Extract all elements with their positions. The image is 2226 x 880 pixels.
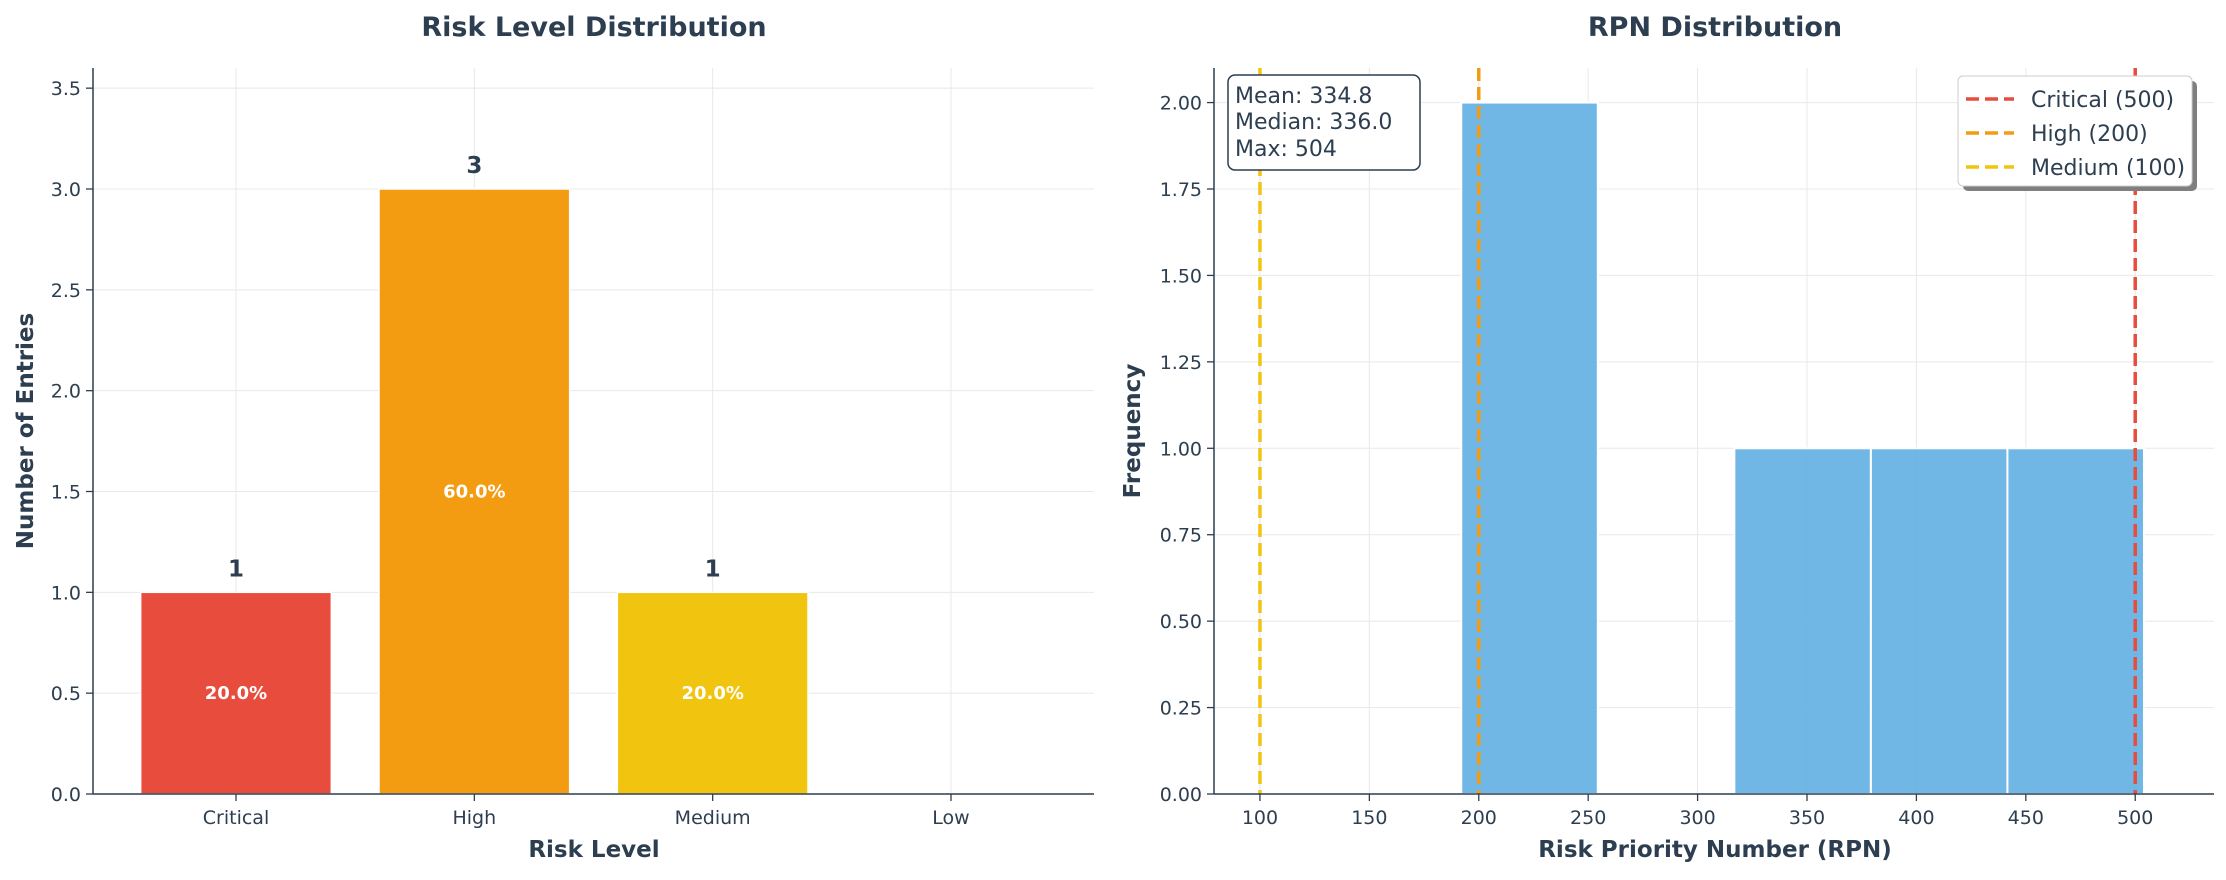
histogram-bin-0	[1460, 101, 1599, 796]
left-chart-title: Risk Level Distribution	[421, 12, 766, 43]
right-chart-title: RPN Distribution	[1588, 12, 1842, 43]
right-xtick-label-1: 150	[1351, 807, 1387, 829]
right-ytick-label-4: 1.00	[1160, 438, 1202, 460]
rpn-distribution-chart: RPN Distribution 0.00 0.25 0.50 0.75 1.00 1.2…	[1120, 12, 2214, 863]
legend-items: Critical (500) High (200) Medium (100)	[1966, 88, 2185, 181]
right-y-ticks: 0.00 0.25 0.50 0.75 1.00 1.25 1.50 1.75 2.00	[1160, 93, 1214, 806]
right-ytick-label-5: 1.25	[1160, 352, 1202, 374]
left-ytick-label-1: 0.5	[51, 683, 81, 705]
right-ytick-label-6: 1.50	[1160, 265, 1202, 287]
left-ytick-label-4: 2.0	[51, 381, 81, 403]
left-ytick-label-2: 1.0	[51, 582, 81, 604]
left-ytick-label-5: 2.5	[51, 280, 81, 302]
left-xtick-label-critical: Critical	[203, 807, 269, 829]
stats-median: Median: 336.0	[1235, 110, 1392, 135]
bar-value-label-medium: 1	[705, 556, 721, 582]
right-xtick-label-2: 200	[1461, 807, 1497, 829]
left-bars: 1 20.0% 3 60.0% 1 20.0%	[139, 153, 809, 795]
right-ytick-label-7: 1.75	[1160, 179, 1202, 201]
right-xtick-label-5: 350	[1789, 807, 1825, 829]
stats-max: Max: 504	[1235, 137, 1337, 162]
right-xtick-label-7: 450	[2008, 807, 2044, 829]
histogram-bin-2	[1733, 447, 1872, 795]
legend-frame	[1957, 75, 2193, 187]
right-xtick-label-8: 500	[2117, 807, 2153, 829]
left-xtick-label-high: High	[452, 807, 496, 829]
left-ytick-label-3: 1.5	[51, 482, 81, 504]
legend-label-0: Critical (500)	[2031, 88, 2174, 113]
right-ytick-label-0: 0.00	[1160, 784, 1202, 806]
left-xtick-label-medium: Medium	[675, 807, 751, 829]
right-histogram-bars	[1460, 101, 2145, 796]
right-ytick-label-1: 0.25	[1160, 698, 1202, 720]
legend: Critical (500) High (200) Medium (100)	[1957, 75, 2197, 191]
right-y-axis-label: Frequency	[1120, 364, 1146, 499]
bar-critical	[139, 591, 333, 795]
bar-percent-label-critical: 20.0%	[205, 683, 267, 704]
bar-value-label-high: 3	[466, 153, 482, 179]
right-xtick-label-6: 400	[1898, 807, 1934, 829]
right-ytick-label-3: 0.75	[1160, 525, 1202, 547]
left-ytick-label-7: 3.5	[51, 78, 81, 100]
stats-box-frame	[1227, 74, 1421, 171]
stats-mean: Mean: 334.8	[1235, 84, 1372, 109]
left-y-ticks: 0.0 0.5 1.0 1.5 2.0 2.5 3.0 3.5	[51, 78, 93, 806]
histogram-bin-4	[2006, 447, 2145, 795]
right-ytick-label-2: 0.50	[1160, 611, 1202, 633]
risk-level-chart: Risk Level Distribution 1 20.0% 3 60.0% 1 20.…	[13, 12, 1094, 863]
right-x-axis-label: Risk Priority Number (RPN)	[1538, 837, 1892, 863]
legend-label-2: Medium (100)	[2031, 156, 2185, 181]
bar-value-label-critical: 1	[228, 556, 244, 582]
histogram-bin-3	[1869, 447, 2009, 795]
right-xtick-label-4: 300	[1679, 807, 1715, 829]
left-y-axis-label: Number of Entries	[13, 313, 39, 549]
left-x-axis-label: Risk Level	[528, 837, 659, 863]
right-xtick-label-0: 100	[1242, 807, 1278, 829]
right-x-ticks: 100 150 200 250 300 350 400 450 500	[1242, 794, 2153, 829]
stats-box: Mean: 334.8 Median: 336.0 Max: 504	[1227, 74, 1421, 171]
bar-percent-label-high: 60.0%	[443, 482, 505, 503]
bar-high	[378, 188, 571, 795]
left-xtick-label-low: Low	[932, 807, 969, 829]
right-xtick-label-3: 250	[1570, 807, 1606, 829]
bar-percent-label-medium: 20.0%	[681, 683, 743, 704]
legend-label-1: High (200)	[2031, 122, 2148, 147]
right-ytick-label-8: 2.00	[1160, 93, 1202, 115]
left-ytick-label-0: 0.0	[51, 784, 81, 806]
bar-medium	[616, 591, 809, 795]
left-x-ticks: Critical High Medium Low	[203, 794, 970, 829]
left-ytick-label-6: 3.0	[51, 179, 81, 201]
